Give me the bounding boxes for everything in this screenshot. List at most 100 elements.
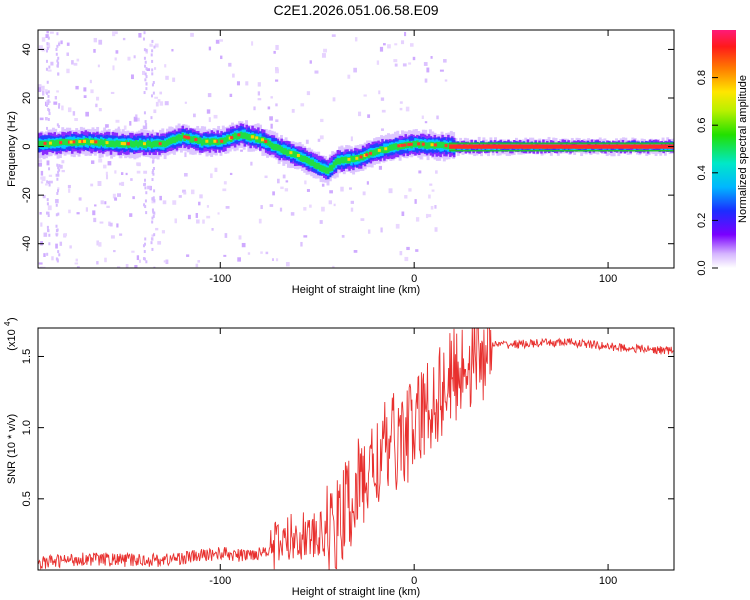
heatmap-speckle-cell [275, 119, 279, 123]
heatmap-speckle-cell [340, 186, 344, 192]
heatmap-speckle-cell [273, 50, 276, 54]
heatmap-streak-cell [151, 208, 154, 212]
heatmap-speckle-cell [380, 227, 383, 233]
heatmap-speckle-cell [171, 48, 174, 52]
heatmap-speckle-cell [387, 44, 391, 49]
heatmap-band-cell [51, 139, 55, 147]
heatmap-streak-cell [144, 72, 147, 76]
heatmap-speckle-cell [211, 228, 214, 231]
heatmap-streak-cell [47, 94, 50, 98]
heatmap-speckle-cell [129, 121, 132, 126]
heatmap-hotspot [194, 138, 198, 142]
heatmap-speckle-cell [155, 227, 159, 231]
heatmap-streak-cell [55, 224, 58, 228]
heatmap-band-cell [198, 137, 202, 144]
heatmap-band-cell [119, 140, 122, 148]
heatmap-streak-cell [144, 60, 147, 64]
heatmap-hotspot [255, 136, 259, 140]
heatmap-band-cell [336, 157, 340, 165]
heatmap-speckle-cell [275, 44, 279, 50]
heatmap-speckle-cell [319, 220, 323, 224]
heatmap-hotspot [185, 135, 189, 139]
heatmap-streak-cell [46, 180, 49, 184]
heatmap-band-cell [133, 141, 136, 148]
heatmap-band-cell [115, 140, 119, 147]
heatmap-speckle-cell [154, 67, 157, 70]
heatmap-band-cell [41, 140, 45, 147]
heatmap-speckle-cell [184, 101, 187, 104]
heatmap-hotspot [142, 142, 146, 146]
heatmap-speckle-cell [119, 233, 123, 236]
heatmap-streak-cell [144, 205, 147, 209]
heatmap-streak-cell [143, 203, 146, 207]
heatmap-speckle-cell [138, 259, 141, 263]
heatmap-speckle-cell [43, 232, 48, 237]
heatmap-band-cell [74, 139, 78, 146]
heatmap-speckle-cell [270, 96, 273, 99]
heatmap-speckle-cell [404, 195, 408, 199]
heatmap-hotspot [183, 135, 187, 139]
heatmap-speckle-cell [71, 60, 74, 65]
colorbar-tick-label: 0.4 [696, 165, 708, 180]
heatmap-band-cell [288, 149, 291, 156]
heatmap-speckle-cell [404, 31, 407, 37]
heatmap-speckle-cell [100, 200, 104, 205]
heatmap-speckle-cell [332, 265, 335, 268]
heatmap-band-cell [373, 149, 376, 156]
bottom-y-axis-label: SNR (10 * v/v) [6, 414, 18, 484]
heatmap-streak-cell [58, 168, 61, 172]
heatmap-band-cell [249, 134, 252, 141]
heatmap-band-cell [164, 140, 167, 148]
heatmap-streak-cell [56, 259, 59, 263]
heatmap-band-cell [301, 155, 305, 163]
heatmap-speckle-cell [53, 101, 58, 105]
heatmap-band-cell [266, 139, 270, 146]
heatmap-hotspot [409, 142, 413, 146]
heatmap-streak-cell [144, 199, 147, 203]
bottom-x-ticks: -100 0 100 [209, 328, 617, 587]
heatmap-speckle-cell [133, 55, 136, 59]
heatmap-band-cell [239, 131, 243, 138]
heatmap-band-cell [282, 148, 285, 155]
heatmap-speckle-cell [161, 230, 166, 234]
heatmap-band-cell [136, 141, 140, 148]
heatmap-streak-cell [152, 160, 155, 164]
heatmap-band-cell [371, 150, 375, 157]
heatmap-hotspot [296, 153, 300, 157]
heatmap-hotspot [289, 151, 293, 155]
heatmap-streak-cell [56, 177, 59, 181]
heatmap-speckle-cell [399, 251, 403, 256]
heatmap-band-cell [148, 140, 152, 147]
heatmap-band-cell [181, 132, 185, 140]
heatmap-hotspot [403, 143, 407, 147]
heatmap-speckle-cell [232, 73, 235, 78]
heatmap-speckle-cell [265, 251, 269, 255]
colorbar: 0.0 0.2 0.4 0.6 0.8 Normalized spectral ampl… [696, 30, 749, 276]
heatmap-speckle-cell [285, 261, 290, 267]
heatmap-streak-cell [56, 59, 59, 63]
heatmap-streak-cell [143, 111, 146, 115]
heatmap-band-cell [387, 146, 390, 153]
heatmap-speckle-cell [42, 90, 45, 96]
heatmap-speckle-cell [195, 263, 199, 268]
heatmap-speckle-cell [172, 200, 177, 205]
heatmap-band-cell [388, 144, 392, 151]
heatmap-hotspot [126, 142, 130, 146]
heatmap-band-cell [218, 138, 221, 145]
heatmap-speckle-cell [399, 101, 403, 104]
heatmap-band-cell [202, 138, 206, 145]
heatmap-speckle-cell [49, 180, 53, 184]
heatmap-streak-cell [56, 228, 59, 232]
heatmap-speckle-cell [115, 119, 120, 123]
heatmap-speckle-cell [165, 259, 169, 265]
heatmap-speckle-cell [164, 64, 167, 68]
heatmap-speckle-cell [42, 195, 46, 199]
heatmap-streak-cell [46, 42, 49, 46]
heatmap-speckle-cell [257, 82, 261, 87]
heatmap-band-cell [317, 162, 320, 170]
heatmap-speckle-cell [362, 191, 366, 196]
top-x-tick-label: 0 [411, 273, 417, 285]
heatmap-speckle-cell [129, 213, 133, 217]
heatmap-speckle-cell [59, 241, 63, 246]
heatmap-streak-cell [151, 178, 154, 182]
